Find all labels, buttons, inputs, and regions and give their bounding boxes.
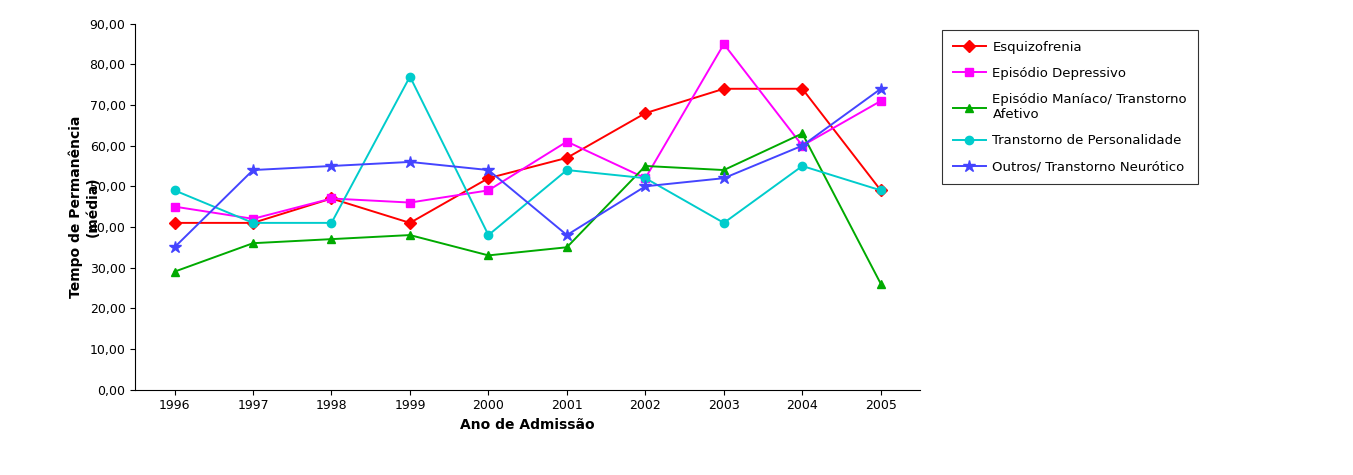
Episódio Maníaco/ Transtorno
Afetivo xyxy=(716,167,732,173)
Episódio Depressivo xyxy=(716,41,732,47)
Outros/ Transtorno Neurótico xyxy=(245,167,261,173)
Esquizofrenia xyxy=(637,110,653,116)
Episódio Maníaco/ Transtorno
Afetivo xyxy=(637,163,653,169)
Episódio Maníaco/ Transtorno
Afetivo xyxy=(873,281,889,287)
Transtorno de Personalidade xyxy=(873,188,889,193)
Esquizofrenia xyxy=(716,86,732,92)
Outros/ Transtorno Neurótico xyxy=(637,183,653,189)
Esquizofrenia xyxy=(166,220,183,226)
Esquizofrenia xyxy=(323,196,340,201)
Transtorno de Personalidade xyxy=(794,163,810,169)
Line: Episódio Maníaco/ Transtorno
Afetivo: Episódio Maníaco/ Transtorno Afetivo xyxy=(170,129,885,288)
Esquizofrenia xyxy=(794,86,810,92)
Outros/ Transtorno Neurótico xyxy=(794,143,810,149)
Esquizofrenia xyxy=(480,175,497,181)
Outros/ Transtorno Neurótico xyxy=(873,86,889,92)
Transtorno de Personalidade xyxy=(245,220,261,226)
Esquizofrenia xyxy=(873,188,889,193)
Episódio Depressivo xyxy=(559,139,575,144)
Outros/ Transtorno Neurótico xyxy=(166,245,183,250)
Outros/ Transtorno Neurótico xyxy=(559,232,575,238)
Episódio Depressivo xyxy=(637,175,653,181)
Line: Esquizofrenia: Esquizofrenia xyxy=(170,85,885,227)
Episódio Maníaco/ Transtorno
Afetivo xyxy=(166,269,183,275)
Outros/ Transtorno Neurótico xyxy=(402,159,418,165)
Episódio Maníaco/ Transtorno
Afetivo xyxy=(245,240,261,246)
Outros/ Transtorno Neurótico xyxy=(716,175,732,181)
Outros/ Transtorno Neurótico xyxy=(323,163,340,169)
Outros/ Transtorno Neurótico xyxy=(480,167,497,173)
Episódio Maníaco/ Transtorno
Afetivo xyxy=(794,131,810,136)
Episódio Depressivo xyxy=(323,196,340,201)
Episódio Maníaco/ Transtorno
Afetivo xyxy=(559,245,575,250)
Episódio Maníaco/ Transtorno
Afetivo xyxy=(402,232,418,238)
Esquizofrenia xyxy=(245,220,261,226)
X-axis label: Ano de Admissão: Ano de Admissão xyxy=(460,418,595,432)
Episódio Maníaco/ Transtorno
Afetivo xyxy=(480,253,497,258)
Transtorno de Personalidade xyxy=(323,220,340,226)
Y-axis label: Tempo de Permanência
(média): Tempo de Permanência (média) xyxy=(69,115,99,298)
Episódio Depressivo xyxy=(873,98,889,104)
Transtorno de Personalidade xyxy=(559,167,575,173)
Transtorno de Personalidade xyxy=(716,220,732,226)
Episódio Depressivo xyxy=(166,204,183,209)
Transtorno de Personalidade xyxy=(480,232,497,238)
Transtorno de Personalidade xyxy=(166,188,183,193)
Esquizofrenia xyxy=(559,155,575,161)
Line: Transtorno de Personalidade: Transtorno de Personalidade xyxy=(170,72,885,239)
Line: Outros/ Transtorno Neurótico: Outros/ Transtorno Neurótico xyxy=(168,83,888,254)
Episódio Depressivo xyxy=(480,188,497,193)
Episódio Depressivo xyxy=(245,216,261,222)
Episódio Depressivo xyxy=(402,200,418,205)
Episódio Depressivo xyxy=(794,143,810,149)
Episódio Maníaco/ Transtorno
Afetivo xyxy=(323,236,340,242)
Transtorno de Personalidade xyxy=(402,74,418,79)
Transtorno de Personalidade xyxy=(637,175,653,181)
Legend: Esquizofrenia, Episódio Depressivo, Episódio Maníaco/ Transtorno
Afetivo, Transt: Esquizofrenia, Episódio Depressivo, Epis… xyxy=(942,30,1197,184)
Line: Episódio Depressivo: Episódio Depressivo xyxy=(170,40,885,223)
Esquizofrenia xyxy=(402,220,418,226)
